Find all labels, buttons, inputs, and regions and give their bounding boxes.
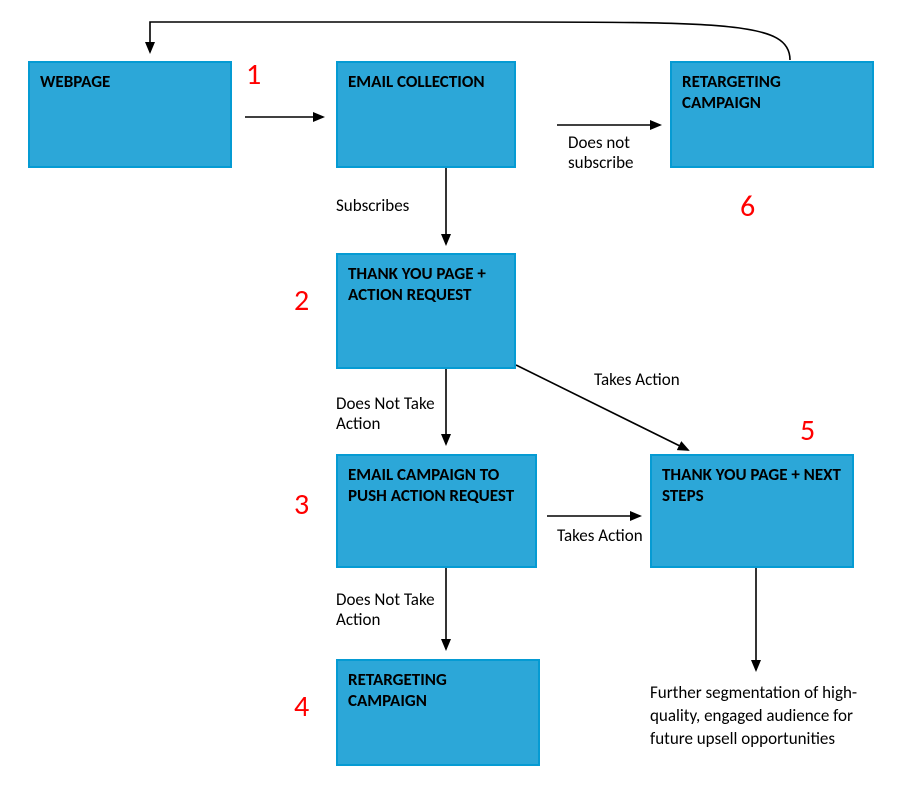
edge-label-takes-action-diag: Takes Action — [594, 370, 680, 390]
node-label: RETARGETING CAMPAIGN — [348, 669, 447, 711]
node-email-campaign: EMAIL CAMPAIGN TO PUSH ACTION REQUEST — [336, 454, 537, 568]
node-thank-you-action: THANK YOU PAGE + ACTION REQUEST — [336, 253, 516, 369]
node-label: THANK YOU PAGE + NEXT STEPS — [662, 464, 841, 506]
step-number-1: 1 — [246, 56, 261, 93]
node-email-collection: EMAIL COLLECTION — [336, 61, 516, 168]
node-thank-you-next: THANK YOU PAGE + NEXT STEPS — [650, 454, 854, 568]
node-label: RETARGETING CAMPAIGN — [682, 71, 781, 113]
step-number-5: 5 — [800, 412, 815, 449]
node-label: THANK YOU PAGE + ACTION REQUEST — [348, 263, 486, 305]
step-number-6: 6 — [740, 188, 755, 225]
node-label: WEBPAGE — [40, 71, 110, 92]
step-number-3: 3 — [294, 486, 309, 523]
node-retargeting-bottom: RETARGETING CAMPAIGN — [336, 659, 540, 766]
footnote-text: Further segmentation of high-quality, en… — [650, 682, 880, 751]
node-webpage: WEBPAGE — [28, 61, 232, 168]
edge-label-subscribes: Subscribes — [336, 196, 409, 216]
edge-label-does-not-take-1: Does Not Take Action — [336, 394, 436, 435]
node-retargeting-top: RETARGETING CAMPAIGN — [670, 61, 874, 168]
edge-label-takes-action-2: Takes Action — [557, 526, 657, 546]
edge-label-does-not-take-2: Does Not Take Action — [336, 590, 436, 631]
node-label: EMAIL COLLECTION — [348, 71, 485, 92]
edge-label-does-not-subscribe: Does not subscribe — [568, 133, 668, 174]
edge-retarget-to-webpage — [150, 22, 790, 60]
step-number-2: 2 — [294, 282, 309, 319]
node-label: EMAIL CAMPAIGN TO PUSH ACTION REQUEST — [348, 464, 514, 506]
step-number-4: 4 — [294, 688, 309, 725]
